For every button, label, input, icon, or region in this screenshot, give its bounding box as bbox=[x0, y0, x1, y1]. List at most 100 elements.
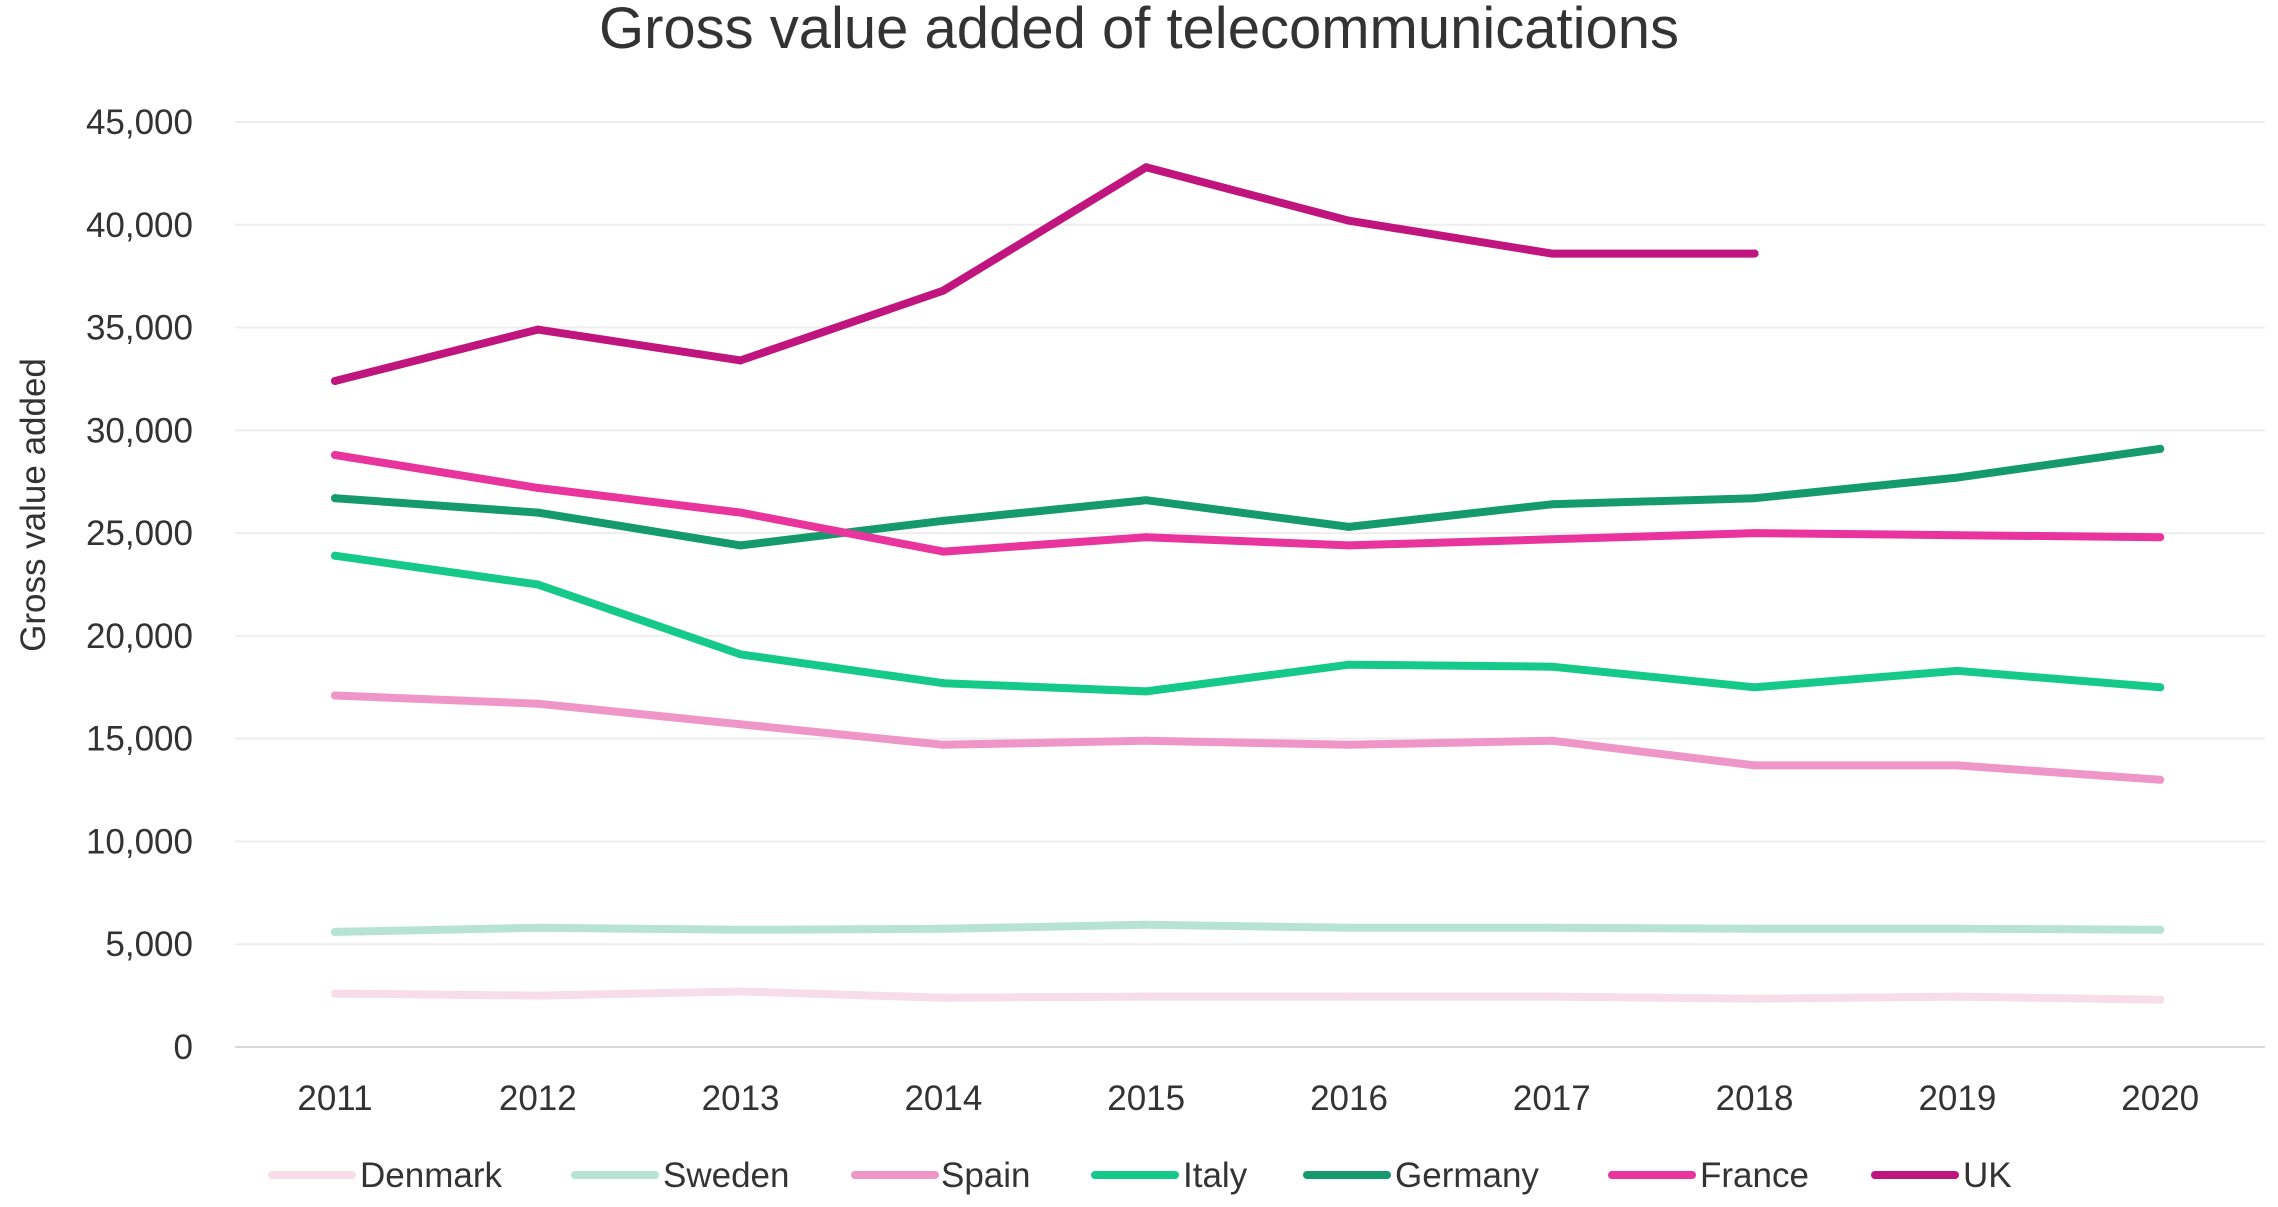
legend-label-denmark: Denmark bbox=[360, 1156, 502, 1195]
y-tick-label: 15,000 bbox=[86, 720, 193, 759]
series-line-france bbox=[331, 451, 2165, 556]
data-point-france bbox=[1142, 533, 1151, 542]
data-point-spain bbox=[331, 691, 339, 700]
data-point-germany bbox=[331, 494, 339, 503]
data-point-germany bbox=[1142, 496, 1151, 505]
data-point-france bbox=[1345, 541, 1353, 550]
data-point-italy bbox=[939, 679, 948, 688]
data-point-sweden bbox=[1750, 924, 1759, 933]
y-tick-label: 20,000 bbox=[86, 617, 193, 656]
data-point-uk bbox=[1750, 249, 1759, 258]
series-line-spain bbox=[331, 691, 2165, 784]
data-point-uk bbox=[331, 377, 339, 385]
data-point-denmark bbox=[1547, 992, 1556, 1001]
y-tick-label: 35,000 bbox=[86, 309, 193, 348]
data-point-germany bbox=[939, 516, 948, 525]
series-line-denmark bbox=[331, 987, 2165, 1004]
data-point-spain bbox=[1750, 761, 1759, 770]
series-lines bbox=[331, 163, 2165, 1004]
data-point-denmark bbox=[331, 989, 339, 998]
series-line-italy bbox=[331, 551, 2165, 696]
x-tick-label: 2017 bbox=[1513, 1079, 1591, 1118]
data-point-uk bbox=[1547, 249, 1556, 258]
y-tick-label: 0 bbox=[174, 1028, 193, 1067]
data-point-sweden bbox=[1142, 920, 1151, 929]
x-tick-label: 2014 bbox=[904, 1079, 982, 1118]
data-point-uk bbox=[1142, 163, 1151, 172]
data-point-germany bbox=[736, 541, 745, 550]
data-point-denmark bbox=[939, 993, 948, 1002]
y-axis-label: Gross value added bbox=[14, 358, 53, 652]
data-point-france bbox=[1547, 535, 1556, 544]
y-axis-ticks: 0 5,000 10,000 15,000 20,000 25,000 30,000 35,0… bbox=[86, 103, 193, 1067]
y-tick-label: 5,000 bbox=[105, 925, 193, 964]
y-tick-label: 25,000 bbox=[86, 514, 193, 553]
data-point-sweden bbox=[2156, 925, 2165, 934]
data-point-italy bbox=[1142, 687, 1151, 696]
x-tick-label: 2020 bbox=[2121, 1079, 2199, 1118]
y-tick-label: 45,000 bbox=[86, 103, 193, 142]
x-tick-label: 2011 bbox=[297, 1079, 372, 1118]
legend-label-sweden: Sweden bbox=[663, 1156, 789, 1195]
data-point-uk bbox=[736, 356, 745, 365]
data-point-spain bbox=[1345, 740, 1353, 749]
data-point-uk bbox=[939, 286, 948, 295]
data-point-france bbox=[1953, 531, 1962, 540]
data-point-sweden bbox=[1953, 924, 1962, 933]
data-point-italy bbox=[736, 650, 745, 659]
data-point-italy bbox=[1345, 660, 1353, 669]
data-point-italy bbox=[533, 580, 542, 589]
data-point-spain bbox=[2156, 775, 2165, 784]
data-point-italy bbox=[1953, 666, 1962, 675]
series-line-uk bbox=[331, 163, 1759, 385]
gridlines bbox=[235, 121, 2265, 1048]
data-point-france bbox=[939, 547, 948, 556]
data-point-france bbox=[736, 508, 745, 517]
data-point-denmark bbox=[533, 991, 542, 1000]
data-point-spain bbox=[736, 720, 745, 729]
data-point-germany bbox=[2156, 444, 2165, 453]
legend-label-spain: Spain bbox=[941, 1156, 1031, 1195]
y-tick-label: 30,000 bbox=[86, 411, 193, 450]
data-point-sweden bbox=[1345, 923, 1353, 932]
x-axis-ticks: 2011 2012 2013 2014 2015 2016 2017 2018 2019 2020 bbox=[297, 1079, 2199, 1118]
data-point-france bbox=[533, 483, 542, 492]
data-point-sweden bbox=[331, 927, 339, 936]
data-point-italy bbox=[1547, 662, 1556, 671]
x-tick-label: 2015 bbox=[1107, 1079, 1185, 1118]
x-tick-label: 2013 bbox=[702, 1079, 780, 1118]
data-point-spain bbox=[939, 740, 948, 749]
data-point-uk bbox=[1345, 216, 1353, 225]
data-point-denmark bbox=[1750, 994, 1759, 1003]
data-point-france bbox=[1750, 529, 1759, 538]
legend: Denmark Sweden Spain Italy Germany France UK bbox=[268, 1156, 2012, 1195]
data-point-italy bbox=[1750, 683, 1759, 692]
data-point-italy bbox=[2156, 683, 2165, 692]
data-point-sweden bbox=[1547, 923, 1556, 932]
data-point-germany bbox=[1345, 522, 1353, 531]
legend-label-uk: UK bbox=[1963, 1156, 2012, 1195]
legend-label-france: France bbox=[1700, 1156, 1809, 1195]
data-point-germany bbox=[1953, 473, 1962, 482]
data-point-denmark bbox=[736, 987, 745, 996]
data-point-germany bbox=[1750, 494, 1759, 503]
data-point-denmark bbox=[1953, 992, 1962, 1001]
x-tick-label: 2018 bbox=[1716, 1079, 1794, 1118]
data-point-denmark bbox=[1345, 992, 1353, 1001]
data-point-france bbox=[2156, 533, 2165, 542]
y-tick-label: 40,000 bbox=[86, 206, 193, 245]
x-tick-label: 2016 bbox=[1310, 1079, 1388, 1118]
x-tick-label: 2012 bbox=[499, 1079, 577, 1118]
data-point-spain bbox=[1547, 736, 1556, 745]
data-point-spain bbox=[1953, 761, 1962, 770]
y-tick-label: 10,000 bbox=[86, 822, 193, 861]
data-point-denmark bbox=[1142, 992, 1151, 1001]
legend-label-germany: Germany bbox=[1395, 1156, 1539, 1195]
data-point-sweden bbox=[533, 923, 542, 932]
data-point-italy bbox=[331, 551, 339, 560]
data-point-germany bbox=[533, 508, 542, 517]
x-tick-label: 2019 bbox=[1918, 1079, 1996, 1118]
data-point-germany bbox=[1547, 500, 1556, 509]
